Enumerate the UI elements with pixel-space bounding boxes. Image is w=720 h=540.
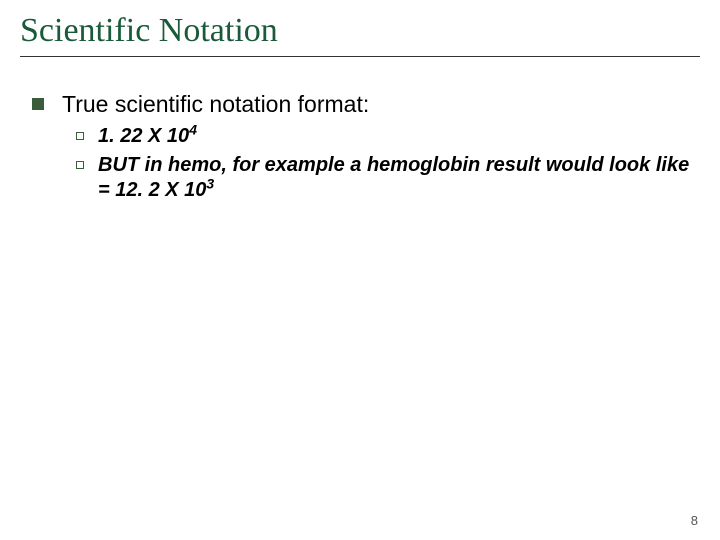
slide-container: Scientific Notation True scientific nota… [0, 0, 720, 540]
square-outline-bullet-icon [76, 132, 84, 140]
slide-title: Scientific Notation [20, 12, 700, 57]
square-outline-bullet-icon [76, 161, 84, 169]
square-bullet-icon [32, 98, 44, 110]
bullet-level2-text: 1. 22 X 104 [98, 124, 700, 149]
page-number: 8 [691, 513, 698, 528]
bullet-level2-item: 1. 22 X 104 [76, 124, 700, 149]
text-superscript: 3 [206, 175, 214, 191]
bullet-level2-item: BUT in hemo, for example a hemoglobin re… [76, 153, 700, 203]
text-pre: 1. 22 X 10 [98, 125, 189, 147]
bullet-level1: True scientific notation format: [32, 91, 700, 118]
bullet-level2-text: BUT in hemo, for example a hemoglobin re… [98, 153, 700, 203]
text-pre: BUT in hemo, for example a hemoglobin re… [98, 154, 689, 201]
text-superscript: 4 [189, 121, 197, 137]
bullet-level1-text: True scientific notation format: [62, 91, 700, 118]
